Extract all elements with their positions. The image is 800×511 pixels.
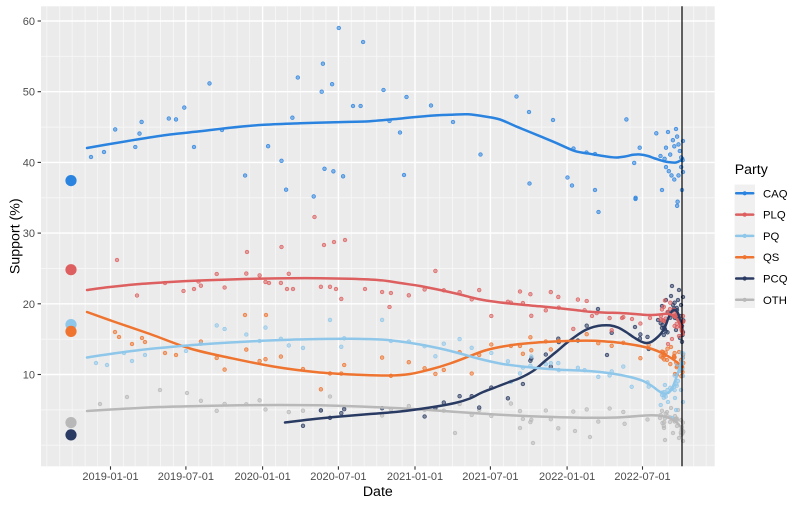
svg-text:OTH: OTH xyxy=(763,295,787,307)
svg-text:50: 50 xyxy=(23,87,35,99)
svg-text:2022-07-01: 2022-07-01 xyxy=(614,471,670,483)
svg-text:PQ: PQ xyxy=(763,231,780,243)
svg-text:PCQ: PCQ xyxy=(763,274,788,286)
svg-text:40: 40 xyxy=(23,157,35,169)
svg-text:Party: Party xyxy=(735,162,769,178)
svg-text:30: 30 xyxy=(23,228,35,240)
svg-text:2019-01-01: 2019-01-01 xyxy=(82,471,138,483)
svg-text:2020-01-01: 2020-01-01 xyxy=(234,471,290,483)
svg-text:Date: Date xyxy=(363,484,393,500)
svg-text:10: 10 xyxy=(23,370,35,382)
svg-text:2021-01-01: 2021-01-01 xyxy=(387,471,443,483)
svg-text:2022-01-01: 2022-01-01 xyxy=(539,471,595,483)
svg-text:2021-07-01: 2021-07-01 xyxy=(462,471,518,483)
svg-text:QS: QS xyxy=(763,252,780,264)
svg-text:PLQ: PLQ xyxy=(763,210,786,222)
svg-text:CAQ: CAQ xyxy=(763,188,788,200)
svg-text:2019-07-01: 2019-07-01 xyxy=(158,471,214,483)
svg-text:20: 20 xyxy=(23,299,35,311)
svg-text:60: 60 xyxy=(23,16,35,28)
svg-text:Support (%): Support (%) xyxy=(8,198,24,274)
svg-text:2020-07-01: 2020-07-01 xyxy=(310,471,366,483)
